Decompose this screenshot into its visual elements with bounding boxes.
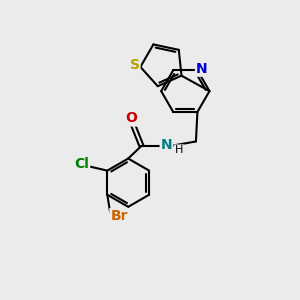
Text: O: O	[125, 112, 137, 125]
Text: H: H	[175, 145, 183, 155]
Text: N: N	[196, 62, 208, 76]
Text: Cl: Cl	[74, 157, 89, 171]
Text: S: S	[130, 58, 140, 72]
Text: Br: Br	[110, 209, 128, 223]
Text: N: N	[161, 138, 172, 152]
